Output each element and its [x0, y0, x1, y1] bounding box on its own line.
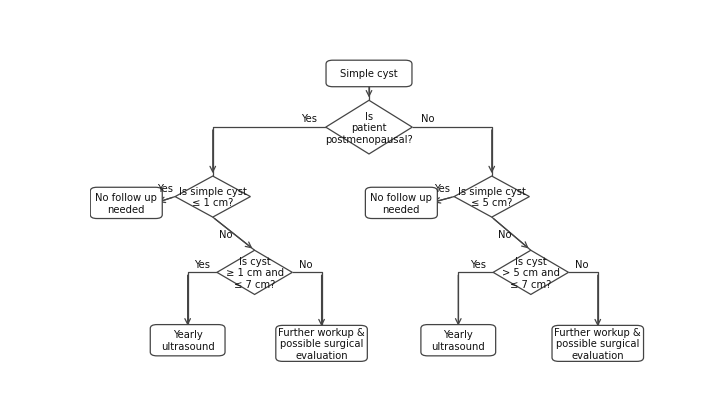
Text: No follow up
needed: No follow up needed	[370, 193, 432, 214]
Polygon shape	[217, 251, 292, 295]
Text: Is simple cyst
≤ 1 cm?: Is simple cyst ≤ 1 cm?	[179, 187, 247, 208]
FancyBboxPatch shape	[150, 325, 225, 356]
Text: Is simple cyst
≤ 5 cm?: Is simple cyst ≤ 5 cm?	[458, 187, 526, 208]
Polygon shape	[493, 251, 569, 295]
Text: Yes: Yes	[434, 183, 451, 193]
Text: No follow up
needed: No follow up needed	[95, 193, 157, 214]
FancyBboxPatch shape	[326, 61, 412, 88]
FancyBboxPatch shape	[421, 325, 495, 356]
Text: Yes: Yes	[158, 183, 174, 193]
Text: Yes: Yes	[194, 260, 210, 270]
FancyBboxPatch shape	[90, 188, 162, 219]
Text: Further workup &
possible surgical
evaluation: Further workup & possible surgical evalu…	[278, 327, 365, 360]
FancyBboxPatch shape	[552, 326, 644, 362]
Text: Is cyst
> 5 cm and
≤ 7 cm?: Is cyst > 5 cm and ≤ 7 cm?	[502, 256, 560, 289]
Text: No: No	[575, 260, 589, 270]
Text: Is cyst
≥ 1 cm and
≤ 7 cm?: Is cyst ≥ 1 cm and ≤ 7 cm?	[225, 256, 284, 289]
Text: Yearly
ultrasound: Yearly ultrasound	[161, 330, 215, 351]
Polygon shape	[175, 177, 251, 218]
Text: Is
patient
postmenopausal?: Is patient postmenopausal?	[325, 111, 413, 144]
Text: Yes: Yes	[302, 114, 318, 124]
Text: No: No	[220, 229, 233, 239]
Text: No: No	[420, 114, 434, 124]
Text: Further workup &
possible surgical
evaluation: Further workup & possible surgical evalu…	[554, 327, 641, 360]
Text: No: No	[299, 260, 312, 270]
Text: Yes: Yes	[470, 260, 487, 270]
Text: Simple cyst: Simple cyst	[340, 69, 398, 79]
Text: Yearly
ultrasound: Yearly ultrasound	[431, 330, 485, 351]
FancyBboxPatch shape	[365, 188, 437, 219]
Text: No: No	[498, 229, 512, 239]
FancyBboxPatch shape	[276, 326, 367, 362]
Polygon shape	[325, 101, 413, 155]
Polygon shape	[454, 177, 529, 218]
